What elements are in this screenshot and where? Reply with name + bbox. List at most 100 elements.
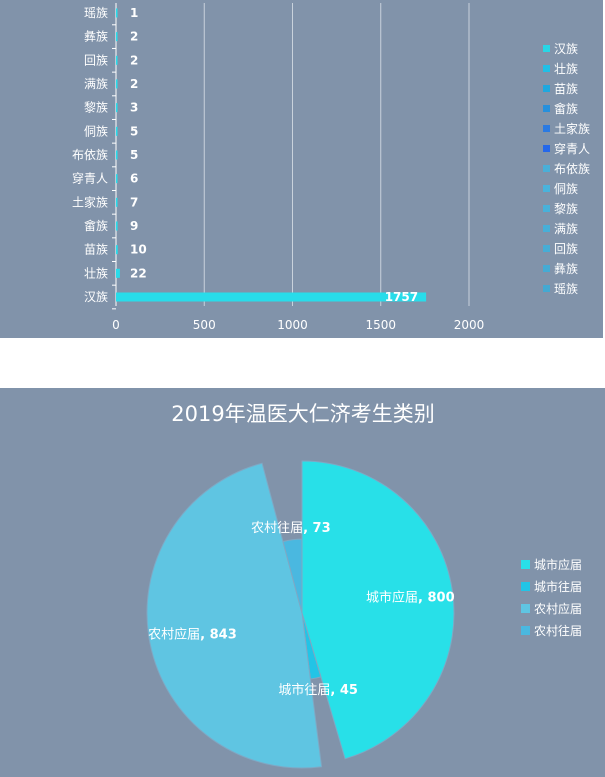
bar <box>116 55 118 65</box>
legend-swatch[interactable] <box>543 225 550 232</box>
bar <box>116 221 118 231</box>
legend-swatch[interactable] <box>543 85 550 92</box>
bar <box>116 174 118 184</box>
value-label: 1 <box>130 6 138 20</box>
legend-label[interactable]: 汉族 <box>554 42 578 56</box>
value-label: 2 <box>130 30 138 44</box>
bar <box>116 150 118 160</box>
pie-label-separator: , <box>303 521 312 536</box>
pie-slice-name: 农村应届 <box>148 626 200 642</box>
legend-label[interactable]: 城市往届 <box>534 579 582 594</box>
pie-label-separator: , <box>200 627 209 642</box>
value-label: 5 <box>130 148 138 162</box>
pie-slice[interactable] <box>301 460 455 760</box>
category-label: 畲族 <box>84 218 108 233</box>
bar <box>116 126 118 136</box>
pie-slice-name: 城市应届 <box>366 589 418 605</box>
pie-slice-label: 农村往届, 73 <box>251 521 331 536</box>
value-label: 6 <box>130 172 138 186</box>
pie-slice-name: 城市往届 <box>278 682 330 698</box>
bar <box>116 32 118 42</box>
category-label: 满族 <box>84 77 108 91</box>
bar <box>116 197 118 207</box>
legend-swatch[interactable] <box>543 145 550 152</box>
legend-label[interactable]: 农村应届 <box>534 601 582 616</box>
category-label: 苗族 <box>84 243 108 257</box>
pie-chart-title: 2019年温医大仁济考生类别 <box>171 402 434 426</box>
legend-swatch[interactable] <box>521 604 530 613</box>
legend-label[interactable]: 满族 <box>554 222 578 236</box>
value-label: 7 <box>130 195 138 209</box>
category-label: 黎族 <box>84 101 108 115</box>
legend-swatch[interactable] <box>521 560 530 569</box>
bar <box>116 103 118 113</box>
x-tick-label: 1500 <box>365 318 396 332</box>
legend-label[interactable]: 城市应届 <box>534 557 582 572</box>
pie-label-separator: , <box>330 683 339 698</box>
legend-swatch[interactable] <box>543 165 550 172</box>
legend-label[interactable]: 畲族 <box>554 101 578 116</box>
pie-slice[interactable] <box>146 462 323 769</box>
legend-swatch[interactable] <box>543 185 550 192</box>
pie-label-separator: , <box>418 590 427 605</box>
value-label: 9 <box>130 219 138 233</box>
category-label: 壮族 <box>84 266 108 280</box>
legend-swatch[interactable] <box>543 205 550 212</box>
legend-swatch[interactable] <box>521 582 530 591</box>
legend-label[interactable]: 苗族 <box>554 82 578 96</box>
category-label: 侗族 <box>84 124 108 138</box>
legend-label[interactable]: 穿青人 <box>554 141 590 156</box>
legend-label[interactable]: 布依族 <box>554 161 590 176</box>
category-label: 瑶族 <box>84 6 108 20</box>
legend-label[interactable]: 彝族 <box>554 261 578 276</box>
legend-swatch[interactable] <box>543 285 550 292</box>
pie-slice-value: 73 <box>313 521 331 536</box>
pie-slice[interactable] <box>282 538 303 614</box>
legend-swatch[interactable] <box>543 245 550 252</box>
legend-swatch[interactable] <box>543 105 550 112</box>
bar <box>116 292 427 302</box>
legend-label[interactable]: 回族 <box>554 242 578 256</box>
category-label: 土家族 <box>72 194 108 209</box>
category-label: 穿青人 <box>72 171 108 186</box>
legend-label[interactable]: 土家族 <box>554 121 590 136</box>
category-label: 汉族 <box>84 290 108 304</box>
ethnicity-bar-chart-panel: 0 500 1000 1500 2000 汉族 1757 壮族 22 苗族 10 畲族 9 土家族 7 穿青人… <box>0 0 603 338</box>
x-tick-label: 0 <box>112 318 120 332</box>
pie-slice-name: 农村往届 <box>251 521 303 536</box>
x-tick-label: 2000 <box>454 318 485 332</box>
category-label: 回族 <box>84 53 108 67</box>
legend-label[interactable]: 瑶族 <box>554 282 578 296</box>
legend-swatch[interactable] <box>543 45 550 52</box>
legend-swatch[interactable] <box>543 65 550 72</box>
category-label: 布依族 <box>72 147 108 162</box>
pie-slice-value: 45 <box>340 683 358 698</box>
legend-swatch[interactable] <box>543 265 550 272</box>
bar <box>116 245 118 255</box>
x-tick-label: 500 <box>193 318 216 332</box>
legend-swatch[interactable] <box>521 626 530 635</box>
pie-slice-label: 城市往届, 45 <box>278 682 358 698</box>
pie-slice-value: 800 <box>428 590 455 605</box>
value-label: 2 <box>130 77 138 91</box>
pie-slice-label: 城市应届, 800 <box>366 589 455 605</box>
value-label: 2 <box>130 53 138 67</box>
pie-slice-value: 843 <box>210 627 237 642</box>
legend-label[interactable]: 侗族 <box>554 182 578 196</box>
legend-label[interactable]: 黎族 <box>554 202 578 216</box>
category-label: 彝族 <box>84 29 108 44</box>
legend-swatch[interactable] <box>543 125 550 132</box>
bar <box>116 8 118 18</box>
legend-label[interactable]: 壮族 <box>554 62 578 76</box>
value-label: 5 <box>130 124 138 138</box>
student-category-pie-panel: 2019年温医大仁济考生类别 城市应届, 800 城市往届, 45 农村应届, 84… <box>0 388 605 777</box>
value-label: 10 <box>130 243 147 257</box>
value-label: 22 <box>130 266 147 280</box>
legend-label[interactable]: 农村往届 <box>534 623 582 638</box>
student-category-pie-chart: 2019年温医大仁济考生类别 城市应届, 800 城市往届, 45 农村应届, 84… <box>146 402 582 769</box>
x-tick-label: 1000 <box>277 318 308 332</box>
bar <box>116 268 120 278</box>
bar <box>116 79 118 89</box>
value-label: 3 <box>130 101 138 115</box>
